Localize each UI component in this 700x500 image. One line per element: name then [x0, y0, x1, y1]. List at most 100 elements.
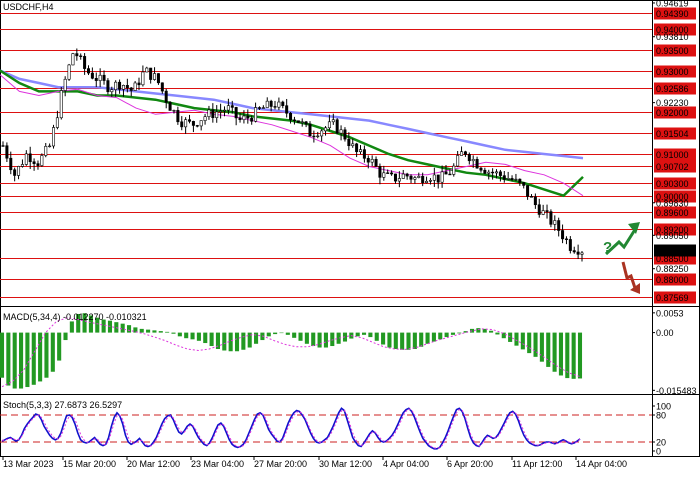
level-label-box	[654, 177, 696, 190]
macd-bar	[425, 332, 430, 344]
candle-body	[254, 107, 258, 122]
level-label: 0.91000	[656, 150, 689, 160]
macd-bar	[577, 332, 583, 379]
down-arrow-icon	[621, 261, 638, 292]
candle-body	[195, 125, 199, 127]
candle-body	[215, 111, 219, 118]
macd-bar	[552, 332, 557, 372]
macd-axis-label: 0.0053	[656, 308, 684, 318]
candle-body	[121, 85, 125, 90]
candle-body	[568, 239, 572, 251]
price-axis-label: 0.89830	[656, 198, 689, 208]
macd-bar	[184, 332, 189, 339]
macd-bar	[63, 332, 68, 341]
macd-bar	[133, 327, 138, 333]
macd-bar	[285, 332, 290, 335]
macd-bar	[177, 332, 182, 337]
level-label-box	[654, 7, 696, 20]
macd-bar	[412, 332, 417, 350]
macd-bar	[374, 332, 379, 341]
level-label-box	[654, 44, 696, 57]
level-label-box	[654, 23, 696, 36]
macd-bar	[406, 332, 411, 350]
candle-body	[137, 82, 141, 86]
candle-body	[359, 149, 363, 153]
candle-body	[572, 250, 576, 253]
macd-bar	[495, 332, 500, 335]
candle-body	[541, 210, 545, 215]
candle-body	[487, 171, 491, 174]
macd-bar	[304, 332, 309, 344]
up-arrow-icon	[604, 227, 638, 256]
candle-body	[211, 109, 215, 118]
candle-body	[502, 175, 506, 180]
macd-bar	[273, 332, 278, 335]
candle-body	[129, 87, 133, 91]
macd-bar	[355, 332, 360, 337]
candle-body	[564, 238, 568, 240]
macd-bar	[393, 332, 398, 350]
macd-bar	[431, 332, 436, 342]
candle-body	[59, 90, 63, 119]
candle-body	[405, 173, 409, 177]
macd-bar	[476, 328, 481, 333]
candle-body	[199, 120, 203, 127]
macd-bar	[0, 332, 5, 378]
candle-body	[339, 129, 343, 134]
macd-bar	[520, 332, 525, 350]
macd-bar	[171, 332, 176, 334]
candle-body	[448, 173, 452, 176]
candle-body	[5, 145, 9, 159]
candle-body	[48, 145, 52, 148]
candle-body	[475, 159, 479, 169]
candle-body	[347, 138, 351, 147]
macd-bar	[400, 332, 405, 350]
macd-bar	[69, 321, 74, 333]
level-label-box	[654, 82, 696, 95]
candle-body	[304, 121, 308, 125]
level-label: 0.94000	[656, 25, 689, 35]
macd-bar	[533, 332, 538, 357]
candle-body	[125, 85, 129, 89]
macd-bar	[158, 331, 163, 333]
level-label-box	[654, 160, 696, 173]
candle-body	[234, 107, 238, 119]
macd-bar	[463, 331, 468, 333]
candle-body	[428, 180, 432, 182]
stoch-k-line	[1, 407, 581, 450]
candle-body	[316, 135, 320, 138]
stoch-title: Stoch(5,3,3) 27.6873 26.5297	[3, 400, 122, 410]
stoch-d-line	[2, 408, 581, 449]
macd-bar	[76, 313, 81, 333]
candle-body	[160, 82, 164, 92]
candle-body	[343, 129, 347, 140]
time-axis-label: 4 Apr 04:00	[383, 459, 429, 469]
price-axis-label: 0.94619	[656, 0, 689, 8]
candle-body	[145, 67, 149, 73]
candle-body	[20, 164, 24, 167]
candle-body	[526, 185, 530, 197]
time-axis-label: 30 Mar 12:00	[319, 459, 372, 469]
macd-bar	[19, 332, 24, 389]
time-axis-label: 15 Mar 20:00	[63, 459, 116, 469]
candle-body	[106, 80, 110, 93]
macd-bar	[508, 332, 513, 342]
candle-body	[94, 77, 98, 81]
candle-body	[230, 105, 234, 108]
candle-body	[495, 171, 499, 174]
time-axis-label: 27 Mar 20:00	[254, 459, 307, 469]
macd-bar	[317, 332, 322, 348]
level-label: 0.89600	[656, 208, 689, 218]
candle-body	[133, 82, 137, 91]
macd-bar	[228, 332, 233, 352]
candle-body	[289, 112, 293, 121]
candle-body	[529, 196, 533, 198]
candle-body	[378, 166, 382, 178]
candle-body	[277, 101, 281, 108]
candle-body	[257, 107, 261, 109]
macd-bar	[444, 332, 449, 338]
candle-body	[55, 117, 59, 128]
macd-bar	[88, 315, 93, 333]
macd-bar	[571, 332, 576, 379]
